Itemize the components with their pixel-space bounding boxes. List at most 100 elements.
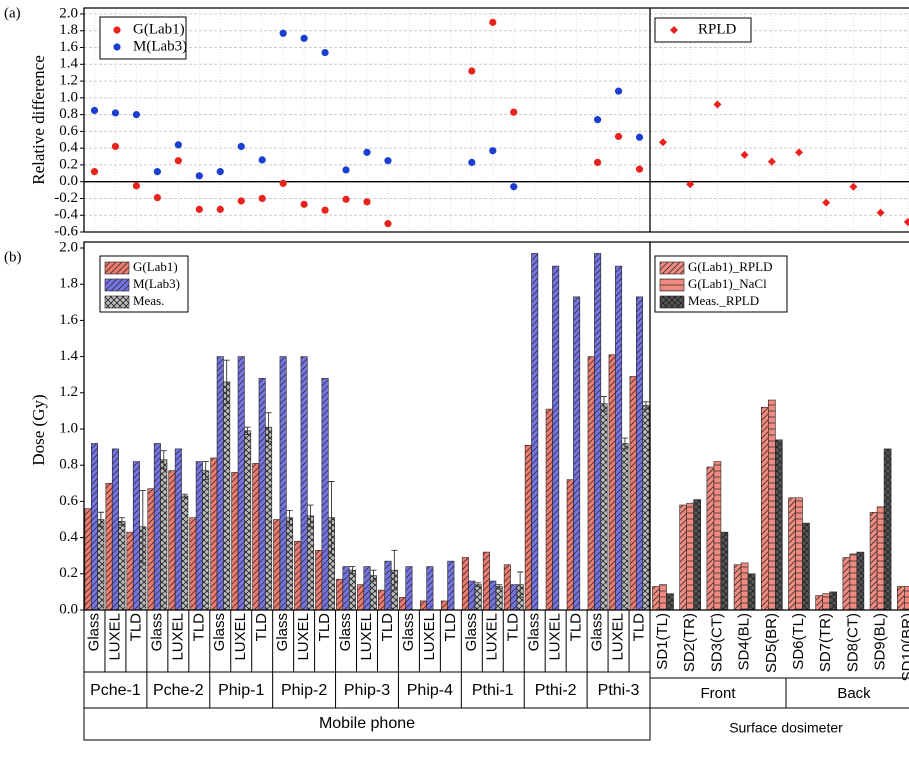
plot-frame xyxy=(83,7,909,233)
bar xyxy=(608,354,616,611)
bar xyxy=(118,521,126,611)
bar xyxy=(315,549,323,611)
x-tick-label: Glass xyxy=(400,613,417,651)
point xyxy=(468,67,476,75)
legend-swatch xyxy=(104,295,130,309)
legend-label: RPLD xyxy=(698,21,737,37)
bar xyxy=(706,466,715,611)
bar xyxy=(849,553,858,611)
error-bar xyxy=(118,517,125,526)
point xyxy=(593,116,602,124)
point xyxy=(111,109,120,117)
point xyxy=(342,166,350,174)
legend-marker xyxy=(670,26,678,34)
bar xyxy=(495,586,503,611)
point xyxy=(468,158,476,167)
point xyxy=(614,132,623,141)
x-tick-label: SD9(BL) xyxy=(872,613,889,671)
y-tick-label: 0.6 xyxy=(59,123,78,139)
legend-swatch xyxy=(659,261,685,275)
bar xyxy=(189,517,197,611)
bar xyxy=(767,399,776,611)
y-tick-label: 1.2 xyxy=(59,73,78,89)
bar xyxy=(856,551,865,611)
bar xyxy=(265,426,273,611)
point xyxy=(90,168,99,176)
x-tick-label: Glass xyxy=(211,613,228,651)
x-tick-label: TLD xyxy=(568,613,585,642)
bar xyxy=(720,531,729,611)
y-tick-label: 0.2 xyxy=(59,565,78,581)
bar xyxy=(202,470,210,611)
point xyxy=(195,205,203,213)
error-bar xyxy=(370,569,377,582)
group-label: Pche-1 xyxy=(90,682,141,699)
bar xyxy=(90,443,98,611)
error-bar xyxy=(391,549,398,591)
legend-label: M(Lab3) xyxy=(133,276,180,291)
y-axis-label: Dose (Gy) xyxy=(29,394,48,465)
group-title: Mobile phone xyxy=(319,715,415,732)
x-tick-label: TLD xyxy=(442,613,459,642)
group-label: Pche-2 xyxy=(153,682,204,699)
y-tick-label: 0.8 xyxy=(59,457,78,473)
bar xyxy=(273,519,281,611)
x-tick-label: Glass xyxy=(589,613,606,651)
bar xyxy=(524,444,532,611)
bar xyxy=(666,593,674,611)
y-tick-label: 2.0 xyxy=(59,5,78,21)
x-tick-label: Glass xyxy=(337,613,354,651)
error-bar xyxy=(160,450,167,470)
x-tick-label: SD4(BL) xyxy=(736,613,753,671)
error-bar xyxy=(600,395,607,412)
bar xyxy=(252,463,260,611)
error-bar xyxy=(475,582,482,587)
bar xyxy=(132,461,140,611)
y-tick-label: -0.6 xyxy=(54,223,78,239)
bar xyxy=(384,560,392,611)
y-tick-label: 1.6 xyxy=(59,39,78,55)
y-tick-label: 1.8 xyxy=(59,276,78,292)
bar xyxy=(815,595,824,611)
group-label: Back xyxy=(837,685,871,702)
bar xyxy=(621,443,629,611)
point xyxy=(489,18,497,26)
error-bar xyxy=(265,412,272,443)
point xyxy=(321,206,329,214)
y-axis-label: Relative difference xyxy=(29,55,48,184)
y-tick-label: 1.0 xyxy=(59,89,78,105)
y-tick-label: -0.2 xyxy=(54,190,78,206)
x-tick-label: SD8(CT) xyxy=(844,613,861,672)
y-tick-label: 1.0 xyxy=(59,420,78,436)
error-bar xyxy=(621,437,628,450)
x-tick-label: SD10(BR) xyxy=(899,613,909,681)
bar xyxy=(510,584,518,611)
bar xyxy=(321,378,329,611)
point xyxy=(767,157,776,166)
bar xyxy=(802,522,810,611)
point xyxy=(258,194,266,203)
bar xyxy=(869,511,878,611)
x-tick-label: TLD xyxy=(316,613,333,642)
x-tick-label: LUXEL xyxy=(358,613,375,661)
x-tick-label: LUXEL xyxy=(232,613,249,661)
legend-marker xyxy=(113,26,121,34)
y-tick-label: 0.6 xyxy=(59,493,78,509)
bar xyxy=(294,540,302,611)
point xyxy=(822,198,831,207)
bar xyxy=(876,506,885,611)
bar xyxy=(474,584,482,611)
bar xyxy=(686,502,695,611)
x-tick-label: SD5(BR) xyxy=(763,613,780,673)
x-tick-label: TLD xyxy=(190,613,207,642)
legend-marker xyxy=(113,43,121,51)
bar xyxy=(210,457,218,611)
error-bar xyxy=(223,359,230,405)
error-bar xyxy=(642,401,649,410)
error-bar xyxy=(496,584,503,589)
point xyxy=(510,183,518,191)
bar xyxy=(153,443,161,611)
point xyxy=(258,156,266,164)
bar xyxy=(659,584,667,611)
point xyxy=(363,198,371,206)
